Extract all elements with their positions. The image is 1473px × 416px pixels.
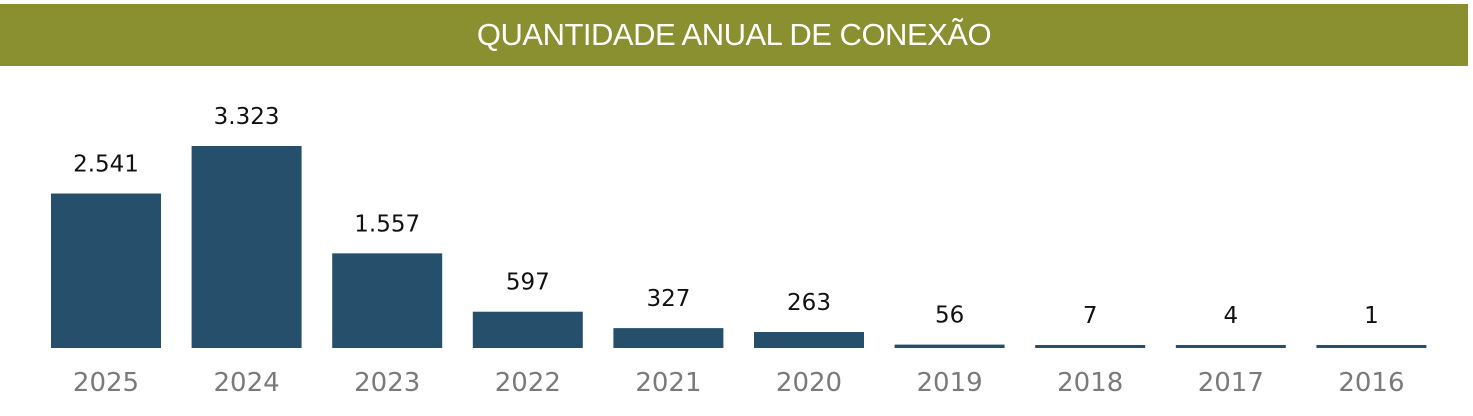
x-tick-label: 2017 bbox=[1198, 368, 1264, 398]
data-label: 327 bbox=[646, 286, 690, 312]
bar-2023 bbox=[332, 253, 443, 348]
bar-2024 bbox=[191, 146, 302, 348]
data-label: 597 bbox=[506, 270, 550, 296]
x-tick-label: 2022 bbox=[495, 368, 561, 398]
bar-2020 bbox=[754, 332, 864, 348]
bar-2017 bbox=[1175, 345, 1286, 348]
x-tick-label: 2023 bbox=[354, 368, 420, 398]
bar-2016 bbox=[1316, 345, 1427, 348]
x-tick-label: 2024 bbox=[214, 368, 280, 398]
x-tick-label: 2019 bbox=[917, 368, 983, 398]
x-tick-label: 2021 bbox=[635, 368, 701, 398]
data-label: 3.323 bbox=[214, 104, 280, 130]
bar-2018 bbox=[1035, 345, 1146, 348]
x-tick-label: 2020 bbox=[776, 368, 842, 398]
bar-2019 bbox=[894, 344, 1005, 348]
data-label: 1.557 bbox=[354, 211, 420, 237]
x-tick-label: 2025 bbox=[73, 368, 139, 398]
data-label: 263 bbox=[787, 290, 831, 316]
data-label: 7 bbox=[1083, 303, 1098, 329]
data-label: 56 bbox=[935, 303, 964, 329]
bar-2022 bbox=[472, 311, 583, 348]
x-tick-label: 2016 bbox=[1338, 368, 1404, 398]
data-label: 4 bbox=[1223, 303, 1238, 329]
data-label: 1 bbox=[1364, 303, 1379, 329]
data-label: 2.541 bbox=[73, 152, 139, 178]
bar-2021 bbox=[613, 328, 724, 348]
x-tick-label: 2018 bbox=[1057, 368, 1123, 398]
bar-2025 bbox=[51, 193, 161, 348]
chart-title: QUANTIDADE ANUAL DE CONEXÃO bbox=[0, 4, 1468, 66]
